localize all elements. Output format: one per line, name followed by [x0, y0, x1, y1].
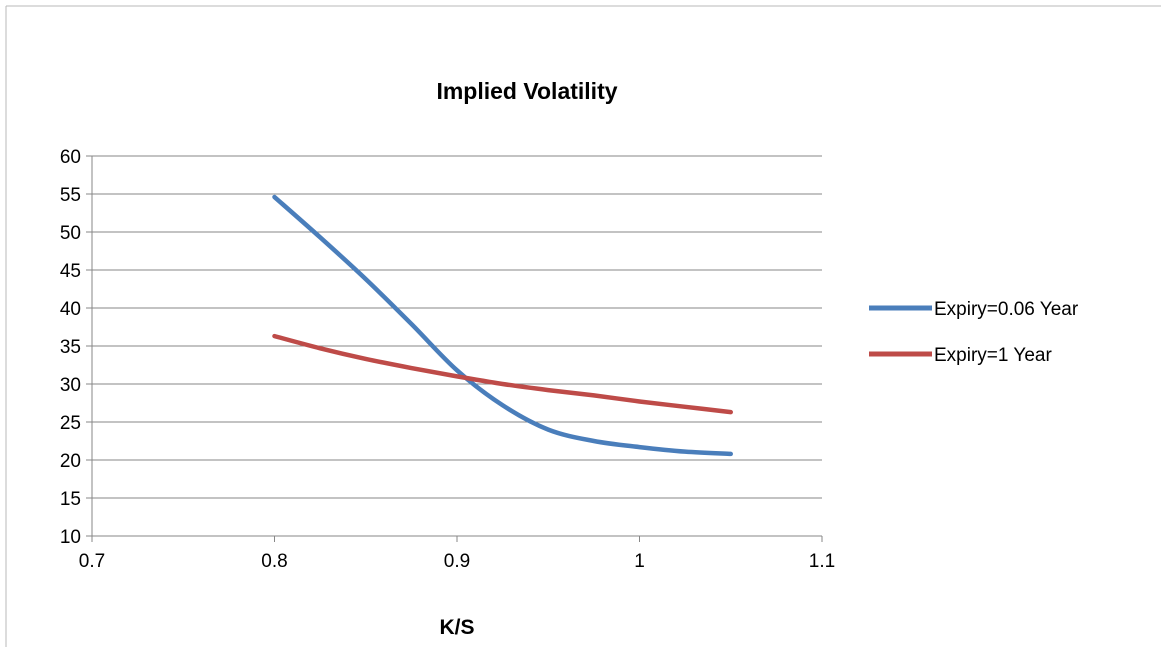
- series-2-point: [455, 374, 459, 378]
- series-line-1: [272, 194, 733, 457]
- series-2-point: [637, 399, 641, 403]
- y-tick-label: 55: [60, 185, 81, 206]
- series-1-point: [500, 403, 504, 407]
- series-2-point: [546, 388, 550, 392]
- series-line-2: [272, 333, 733, 415]
- x-tick-label: 0.8: [261, 551, 287, 572]
- y-tick-label: 45: [60, 261, 81, 282]
- series-2-point: [683, 405, 687, 409]
- y-tick-label: 35: [60, 337, 81, 358]
- grid-layer: [92, 155, 822, 537]
- series-1-point: [455, 368, 459, 372]
- series-2-point: [272, 334, 276, 338]
- y-tick-label: 10: [60, 527, 81, 548]
- chart-title: Implied Volatility: [436, 78, 617, 104]
- x-axis-label: K/S: [439, 616, 474, 639]
- y-tick-label: 20: [60, 451, 81, 472]
- legend: Expiry=0.06 Year Expiry=1 Year: [869, 299, 1079, 366]
- series-1-point: [683, 449, 687, 453]
- series-2-point: [409, 366, 413, 370]
- y-tick-label: 60: [60, 147, 81, 168]
- legend-label-2: Expiry=1 Year: [934, 345, 1052, 366]
- series-layer: [272, 194, 733, 457]
- y-tick-label: 50: [60, 223, 81, 244]
- x-tick-label: 1.1: [809, 551, 835, 572]
- x-tick-label: 0.7: [79, 551, 105, 572]
- y-tick-label: 30: [60, 375, 81, 396]
- series-2-point: [364, 357, 368, 361]
- series-2-point: [500, 382, 504, 386]
- y-tick-label: 25: [60, 413, 81, 434]
- series-1-point: [592, 439, 596, 443]
- y-tick-label: 40: [60, 299, 81, 320]
- x-tick-label: 0.9: [444, 551, 470, 572]
- y-tick-label: 15: [60, 489, 81, 510]
- series-1-point: [546, 427, 550, 431]
- series-1-point: [364, 277, 368, 281]
- axis-layer: 10 15 20 25 30 35 40 45 50 55 60 0.7 0.8 0.9 1 1.1: [60, 147, 835, 572]
- series-1-point: [318, 235, 322, 239]
- x-tick-label: 1: [634, 551, 645, 572]
- series-1-point: [272, 195, 276, 199]
- series-1-point: [637, 445, 641, 449]
- series-2-point: [729, 410, 733, 414]
- series-2-point: [592, 393, 596, 397]
- series-1-point: [729, 452, 733, 456]
- series-1-point: [409, 322, 413, 326]
- series-2-point: [318, 346, 322, 350]
- legend-label-1: Expiry=0.06 Year: [934, 299, 1079, 320]
